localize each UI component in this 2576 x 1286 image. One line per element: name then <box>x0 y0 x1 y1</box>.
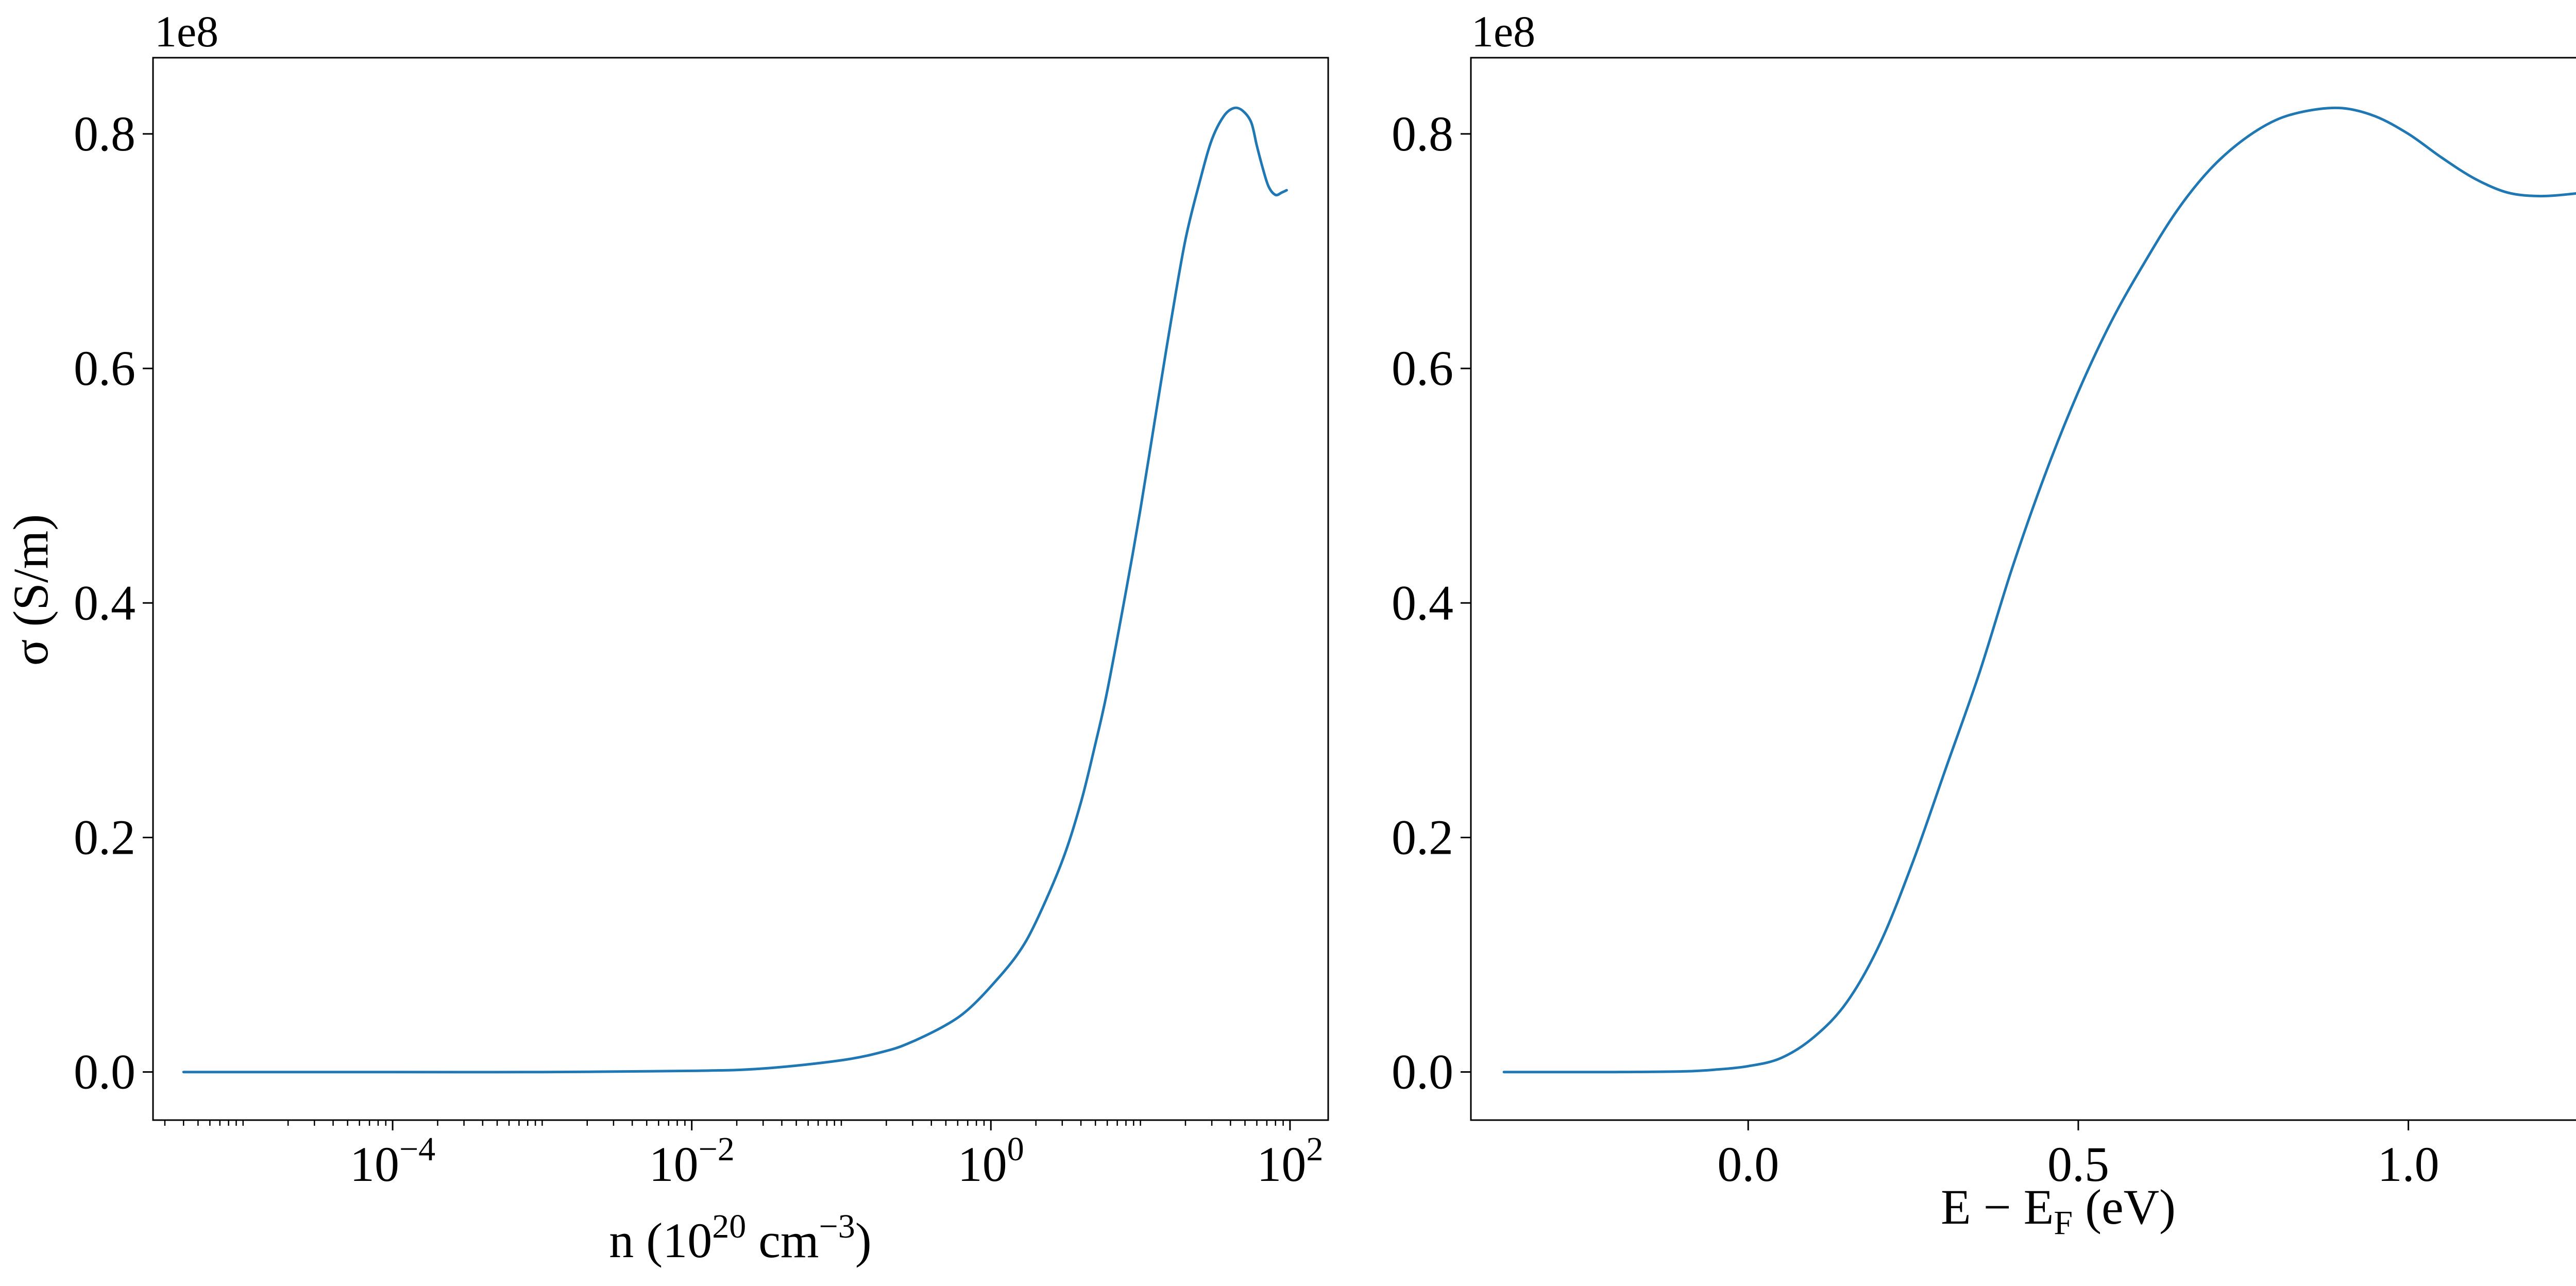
right-y-offset-label: 1e8 <box>1471 7 1535 56</box>
right-x-tick-label-2: 1.0 <box>2378 1137 2439 1192</box>
right-x-axis-label: E − EF (eV) <box>1941 1179 2176 1242</box>
right-y-tick-label-0: 0.0 <box>1392 1044 1453 1099</box>
right-x-tick-label-1: 0.5 <box>2047 1137 2109 1192</box>
left-x-tick-label-2: 100 <box>958 1130 1024 1192</box>
left-plot-marks: 0.0 0.2 0.4 0.6 0.8 10−4 10−2 100 102 <box>74 106 1323 1192</box>
right-x-tick-label-0: 0.0 <box>1717 1137 1779 1192</box>
left-y-tick-label-0: 0.0 <box>74 1044 135 1099</box>
right-x-label-end: (eV) <box>2073 1179 2176 1234</box>
left-x-label-base: n (10 <box>609 1213 712 1268</box>
left-x-axis-label: n (1020 cm−3) <box>609 1208 871 1268</box>
right-axes-frame <box>1470 57 2576 1121</box>
left-x-tick-label-1: 10−2 <box>649 1130 735 1192</box>
right-y-tick-label-3: 0.6 <box>1392 341 1453 396</box>
left-axes-frame <box>152 57 1329 1121</box>
left-x-tick-label-0: 10−4 <box>350 1130 435 1192</box>
left-y-axis-label: σ (S/m) <box>3 514 58 666</box>
left-chart-panel: 1e8 0.0 0.2 0.4 0.6 0.8 10−4 10−2 100 102 σ (S/m… <box>3 7 1329 1268</box>
left-y-offset-label: 1e8 <box>155 7 218 56</box>
left-y-tick-label-3: 0.6 <box>74 341 135 396</box>
right-y-tick-label-2: 0.4 <box>1392 575 1453 630</box>
left-x-label-end: ) <box>855 1213 872 1268</box>
left-x-label-sup1: 20 <box>712 1208 746 1245</box>
left-x-label-sup2: −3 <box>819 1208 855 1245</box>
right-x-label-base: E − E <box>1941 1179 2054 1234</box>
right-y-tick-label-1: 0.2 <box>1392 809 1453 865</box>
right-series-line-0 <box>1502 106 2576 1074</box>
left-y-tick-label-1: 0.2 <box>74 809 135 865</box>
right-plot-marks: 0.0 0.2 0.4 0.6 0.8 0.0 0.5 1.0 <box>1392 106 2576 1192</box>
left-x-label-mid: cm <box>746 1213 819 1268</box>
left-y-tick-label-4: 0.8 <box>74 106 135 161</box>
right-x-label-sub: F <box>2054 1204 2073 1242</box>
right-chart-panel: 1e8 0.0 0.2 0.4 0.6 0.8 0.0 0.5 1.0 E − EF (eV) <box>1392 7 2576 1242</box>
right-y-tick-label-4: 0.8 <box>1392 106 1453 161</box>
left-y-tick-label-2: 0.4 <box>74 575 135 630</box>
left-x-tick-label-3: 102 <box>1257 1130 1323 1192</box>
left-series-line-0 <box>182 106 1288 1074</box>
